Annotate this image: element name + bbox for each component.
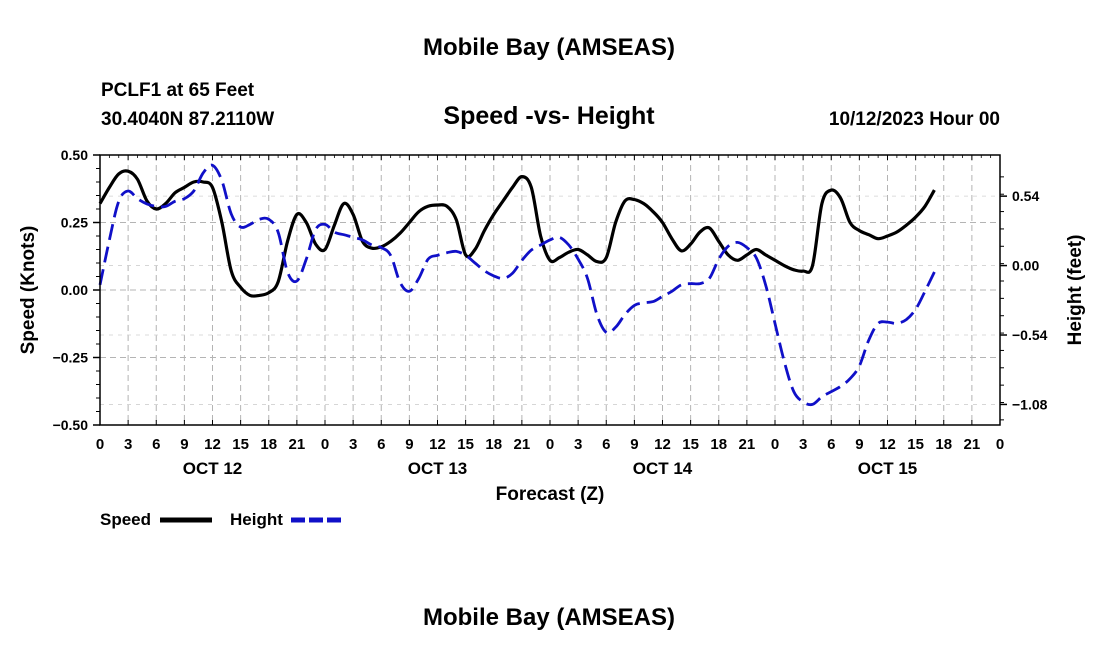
y2-tick-label: 0.00 [1012,258,1039,274]
x-tick-label: 15 [457,436,474,453]
x-tick-label: 15 [682,436,699,453]
x-tick-label: 3 [574,436,582,453]
x-tick-label: 12 [204,436,221,453]
y2-axis-title: Height (feet) [1065,235,1086,346]
x-tick-labels: 0 3 6 9 12 15 18 21 0 3 6 9 12 15 18 21 0 3 6 9 12 15 18 21 0 3 6 9… [96,436,1004,478]
y-tick-label: −0.25 [53,350,89,366]
day-label: OCT 15 [858,459,918,478]
x-tick-label: 9 [180,436,188,453]
x-tick-label: 21 [289,436,306,453]
x-tick-label: 18 [935,436,952,453]
x-tick-label: 18 [710,436,727,453]
day-label: OCT 14 [633,459,693,478]
x-tick-label: 15 [907,436,924,453]
legend-speed-label: Speed [100,510,151,529]
x-tick-label: 12 [429,436,446,453]
y2-tick-label: −0.54 [1012,327,1048,343]
x-tick-label: 0 [771,436,779,453]
x-tick-label: 6 [602,436,610,453]
series-group [98,163,936,407]
x-tick-label: 0 [996,436,1004,453]
x-tick-label: 9 [405,436,413,453]
x-tick-label: 3 [349,436,357,453]
y-tick-label: 0.00 [61,282,88,298]
x-tick-label: 9 [630,436,638,453]
footer-title: Mobile Bay (AMSEAS) [423,604,675,631]
y-tick-label: 0.50 [61,147,88,163]
x-tick-label: 0 [546,436,554,453]
series-line-speed [98,169,936,298]
x-tick-label: 21 [964,436,981,453]
y-tick-label: 0.25 [61,215,88,231]
legend: Speed Height [100,510,342,529]
x-tick-label: 9 [855,436,863,453]
station-label: PCLF1 at 65 Feet [101,80,255,101]
x-tick-label: 6 [152,436,160,453]
x-tick-label: 6 [827,436,835,453]
x-tick-label: 15 [232,436,249,453]
chart-subtitle: Speed -vs- Height [443,102,655,130]
y-axis-title: Speed (Knots) [18,226,39,355]
x-tick-label: 3 [124,436,132,453]
x-tick-label: 21 [514,436,531,453]
day-label: OCT 13 [408,459,468,478]
plot-frame [99,154,1001,426]
y-tick-label: −0.50 [53,417,89,433]
x-tick-label: 18 [485,436,502,453]
x-tick-label: 6 [377,436,385,453]
y-tick-labels: −0.50 −0.25 0.00 0.25 0.50 0.54 0.00 −0.54 −1.08 [53,147,1048,433]
run-time-label: 10/12/2023 Hour 00 [829,109,1000,130]
chart-title: Mobile Bay (AMSEAS) [423,34,675,61]
series-line-height [98,163,936,407]
x-axis-title: Forecast (Z) [496,484,605,505]
x-tick-label: 12 [654,436,671,453]
x-tick-label: 3 [799,436,807,453]
x-tick-label: 18 [260,436,277,453]
x-tick-label: 0 [321,436,329,453]
day-label: OCT 12 [183,459,243,478]
y2-tick-label: −1.08 [1012,396,1048,412]
x-tick-label: 0 [96,436,104,453]
coords-label: 30.4040N 87.2110W [101,109,274,130]
y2-tick-label: 0.54 [1012,188,1039,204]
x-tick-label: 12 [879,436,896,453]
grid [100,155,1000,425]
x-tick-label: 21 [739,436,756,453]
legend-height-label: Height [230,510,283,529]
